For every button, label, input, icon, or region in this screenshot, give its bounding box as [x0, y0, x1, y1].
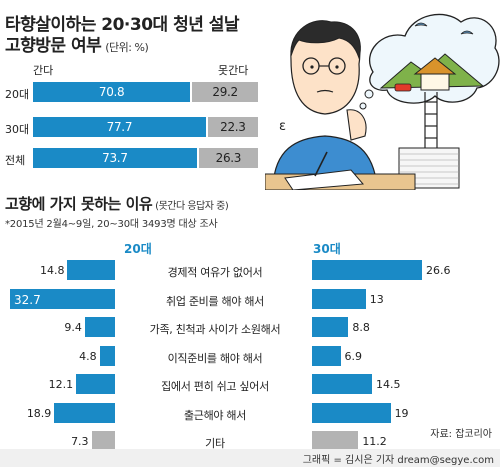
reasons-chart: 20대 30대 14.8 경제적 여유가 없어서 26.6 32.7 취업 준비를 해야 해… [10, 242, 451, 451]
category-label: 기타 [205, 437, 225, 450]
bar-30s [312, 431, 359, 451]
category-label: 이직준비를 해야 해서 [167, 351, 263, 365]
source-label: 자료: 잡코리아 [430, 429, 492, 440]
bar-20s [99, 345, 115, 366]
value-label-20s: 9.4 [64, 321, 82, 334]
unit-label: (단위: %) [105, 41, 149, 54]
value-label-30s: 11.2 [362, 435, 387, 448]
bird-icon [460, 30, 474, 35]
bar-20s [67, 260, 115, 280]
bar-30s [312, 402, 391, 423]
value-label: 77.7 [106, 120, 133, 134]
bar-30s [312, 345, 341, 366]
value-label-30s: 19 [394, 406, 409, 420]
notebook-icon [284, 169, 365, 190]
bar-go: 70.8 [33, 82, 191, 102]
survey-note: *2015년 2월4~9일, 20~30대 3493명 대상 조사 [5, 219, 218, 230]
pencil-icon [314, 151, 328, 177]
bar-20s [84, 317, 115, 337]
category-label: 출근해야 해서 [183, 408, 247, 422]
chart-title-text: 고향방문 여부 [5, 36, 102, 56]
footer-bar [0, 449, 500, 467]
category-label: 가족, 친척과 사이가 소원해서 [149, 323, 281, 336]
ladder-icon [424, 92, 438, 150]
chart-title-line2: 고향방문 여부 (단위: %) [5, 31, 149, 56]
category-label: 집에서 편히 쉬고 싶어서 [161, 380, 269, 393]
visit-chart: 간다 못간다 20대 70.8 29.2 30대 77.7 22.3 전체 73.7 26.3 [0, 0, 265, 185]
value-label-30s: 13 [369, 292, 384, 306]
category-label: 20대 [5, 88, 30, 101]
car-icon [394, 83, 412, 92]
value-label: 22.3 [220, 120, 246, 134]
value-label: 70.8 [98, 85, 125, 99]
value-label-20s: 32.7 [14, 292, 41, 307]
chart-title-line1: 타향살이하는 20·30대 청년 설날 [5, 15, 240, 35]
bubble-dot-icon [364, 89, 374, 99]
value-label-20s: 18.9 [26, 406, 52, 420]
reasons-title-text: 고향에 가지 못하는 이유 [5, 195, 153, 213]
bar-not-go: 22.3 [207, 117, 258, 137]
bar-go: 77.7 [33, 117, 206, 137]
bar-30s [312, 317, 349, 337]
bar-go: 73.7 [33, 148, 197, 168]
bar-20s [91, 431, 115, 451]
bar-20s [76, 374, 115, 394]
bar-30s [312, 260, 422, 280]
reasons-title: 고향에 가지 못하는 이유 (못간다 응답자 중) [5, 193, 229, 214]
category-label: 30대 [5, 123, 30, 136]
value-label-20s: 7.3 [71, 435, 89, 448]
category-label: 전체 [5, 154, 26, 167]
series-header-20: 20대 [124, 242, 152, 256]
bubble-dot-icon [359, 102, 367, 110]
value-label-30s: 6.9 [344, 349, 363, 363]
value-label-30s: 14.5 [375, 378, 401, 391]
illustration-icon: ε [265, 13, 500, 190]
category-label: 경제적 여유가 없어서 [167, 266, 263, 279]
bar-20s [54, 402, 115, 423]
value-label-20s: 14.8 [39, 264, 65, 277]
bar-not-go: 29.2 [192, 82, 258, 102]
bar-30s [312, 374, 372, 394]
value-label-20s: 4.8 [79, 349, 97, 363]
value-label-30s: 8.8 [352, 321, 370, 334]
credit-label: 그래픽 = 김시은 기자 dream@segye.com [302, 455, 494, 466]
reasons-subtitle: (못간다 응답자 중) [155, 201, 229, 212]
series-header-30: 30대 [313, 242, 341, 256]
legend-go: 간다 [33, 64, 54, 77]
value-label: 73.7 [102, 151, 128, 165]
legend-not-go: 못간다 [218, 64, 249, 77]
value-label: 26.3 [215, 151, 242, 165]
bar-30s [312, 288, 366, 309]
bird-icon [414, 22, 428, 27]
bar-20s [10, 288, 115, 309]
sigh-mark-icon: ε [279, 119, 286, 134]
value-label: 29.2 [212, 85, 238, 99]
value-label-30s: 26.6 [426, 264, 451, 277]
category-label: 취업 준비를 해야 해서 [166, 294, 264, 308]
bar-not-go: 26.3 [198, 148, 258, 168]
value-label-20s: 12.1 [48, 378, 74, 391]
roof-icon [413, 57, 457, 75]
